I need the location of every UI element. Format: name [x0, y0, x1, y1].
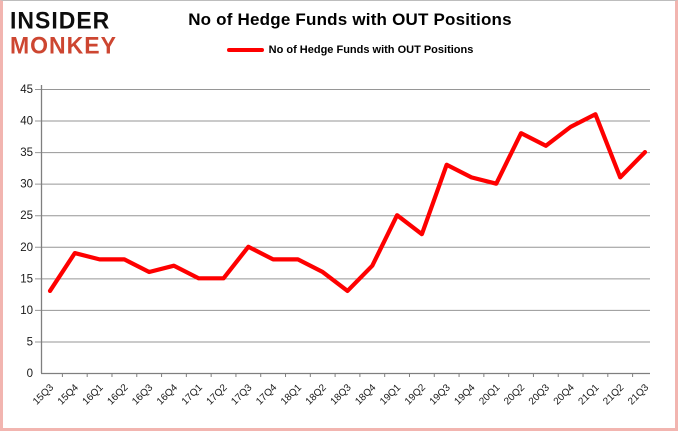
- svg-text:21Q3: 21Q3: [626, 382, 651, 407]
- chart-title: No of Hedge Funds with OUT Positions: [188, 10, 512, 29]
- chart-header: No of Hedge Funds with OUT Positions No …: [140, 10, 560, 56]
- svg-text:19Q1: 19Q1: [378, 382, 403, 407]
- svg-text:25: 25: [20, 210, 33, 222]
- svg-text:18Q3: 18Q3: [329, 382, 354, 407]
- svg-text:10: 10: [20, 305, 33, 317]
- svg-text:30: 30: [20, 179, 33, 191]
- svg-text:15Q3: 15Q3: [31, 382, 56, 407]
- svg-text:45: 45: [20, 84, 33, 96]
- y-axis-labels: 0 5 10 15 20 25 30 35 40 45: [20, 84, 33, 380]
- svg-text:17Q1: 17Q1: [180, 382, 205, 407]
- svg-text:17Q4: 17Q4: [254, 382, 279, 407]
- svg-text:19Q2: 19Q2: [403, 382, 428, 407]
- insider-monkey-logo: INSIDER MONKEY: [10, 6, 117, 59]
- svg-text:18Q1: 18Q1: [279, 382, 304, 407]
- chart-legend: No of Hedge Funds with OUT Positions: [140, 44, 560, 56]
- x-axis-labels: 15Q3 15Q4 16Q1 16Q2 16Q3 16Q4 17Q1 17Q2 17Q3 17Q4…: [31, 382, 651, 407]
- axes: [40, 85, 650, 377]
- svg-text:20Q1: 20Q1: [477, 382, 502, 407]
- svg-text:21Q2: 21Q2: [601, 382, 626, 407]
- svg-text:19Q4: 19Q4: [452, 382, 477, 407]
- svg-text:20Q2: 20Q2: [502, 382, 527, 407]
- gridlines: [35, 89, 650, 343]
- svg-text:20Q3: 20Q3: [527, 382, 552, 407]
- logo-text-insider: INSIDER: [10, 6, 111, 34]
- svg-text:17Q2: 17Q2: [205, 382, 230, 407]
- legend-line-swatch: [226, 48, 264, 52]
- svg-text:35: 35: [20, 147, 33, 159]
- svg-text:16Q4: 16Q4: [155, 382, 180, 407]
- legend-label: No of Hedge Funds with OUT Positions: [268, 44, 474, 56]
- svg-text:20: 20: [20, 242, 33, 254]
- svg-text:21Q1: 21Q1: [576, 382, 601, 407]
- svg-text:18Q2: 18Q2: [304, 382, 329, 407]
- svg-text:0: 0: [27, 368, 33, 380]
- svg-text:15Q4: 15Q4: [56, 382, 81, 407]
- series-line-out-positions: [47, 112, 648, 294]
- svg-text:5: 5: [27, 336, 33, 348]
- svg-text:19Q3: 19Q3: [428, 382, 453, 407]
- logo-text-monkey: MONKEY: [10, 31, 117, 59]
- svg-text:20Q4: 20Q4: [552, 382, 577, 407]
- svg-text:16Q3: 16Q3: [130, 382, 155, 407]
- svg-text:17Q3: 17Q3: [229, 382, 254, 407]
- svg-text:16Q2: 16Q2: [105, 382, 130, 407]
- svg-text:40: 40: [20, 116, 33, 128]
- svg-text:18Q4: 18Q4: [353, 382, 378, 407]
- svg-text:15: 15: [20, 273, 33, 285]
- svg-text:16Q1: 16Q1: [81, 382, 106, 407]
